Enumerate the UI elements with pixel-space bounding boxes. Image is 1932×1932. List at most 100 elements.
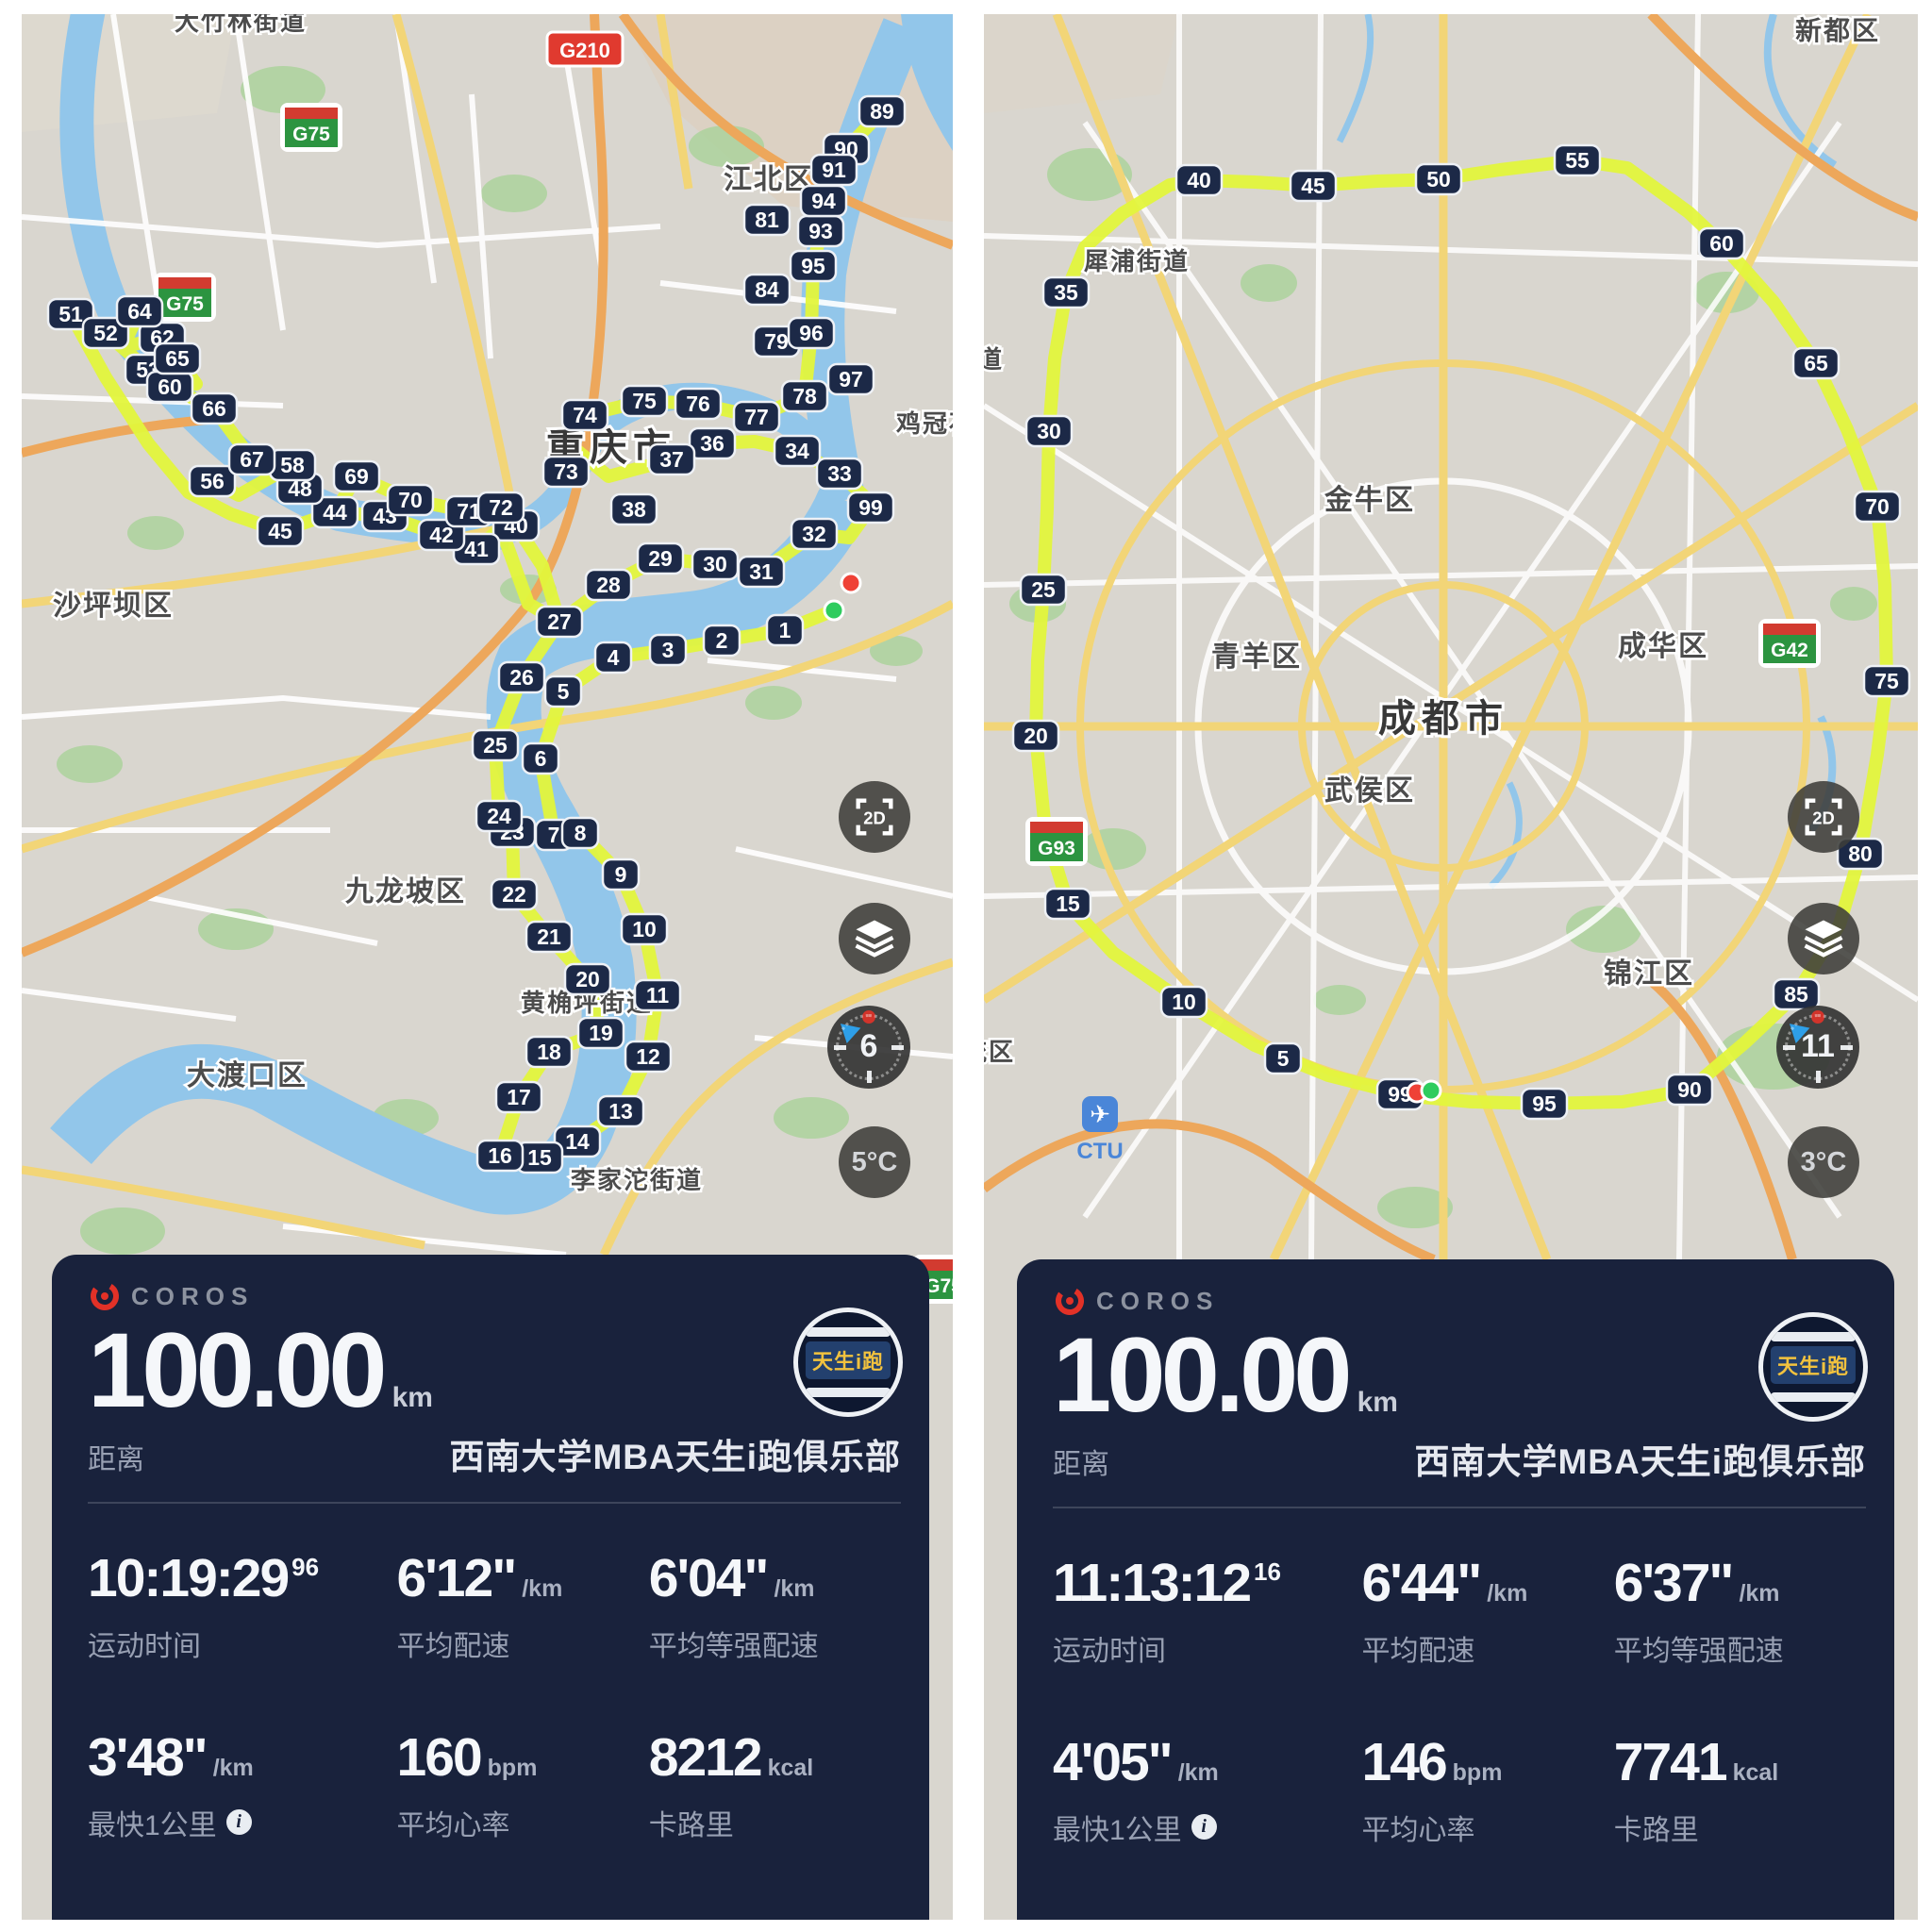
km-marker: 5	[1263, 1041, 1303, 1075]
coros-logo-icon	[91, 1281, 119, 1310]
svg-text:41: 41	[464, 537, 489, 561]
km-marker: 13	[596, 1094, 645, 1128]
left-map[interactable]: 大竹林街道江北区鸡冠石重庆市沙坪坝区九龙坡区黄桷坪街道大渡口区李家沱街道G75G…	[22, 14, 953, 1920]
compass-widget[interactable]: 11	[1776, 1006, 1859, 1089]
temperature-value: 3°C	[1800, 1146, 1847, 1177]
svg-text:12: 12	[636, 1044, 660, 1069]
start-dot	[1420, 1079, 1442, 1102]
svg-text:33: 33	[827, 461, 852, 486]
info-icon[interactable]: i	[225, 1809, 252, 1836]
svg-text:17: 17	[507, 1085, 531, 1109]
badge-text: 天生i跑	[805, 1341, 891, 1379]
park-areas	[57, 66, 923, 1255]
svg-text:G42: G42	[1771, 640, 1808, 661]
stat-value: 7741	[1613, 1731, 1728, 1792]
map-layers-button[interactable]	[1788, 903, 1859, 974]
svg-text:97: 97	[839, 367, 863, 391]
distance-value: 100.00	[88, 1311, 388, 1429]
svg-text:18: 18	[537, 1040, 561, 1064]
km-marker: 70	[386, 483, 435, 517]
svg-text:70: 70	[398, 488, 423, 512]
stat-fraction: 16	[1254, 1557, 1281, 1586]
stat-value: 146	[1361, 1731, 1448, 1792]
road-shield: G93	[1025, 817, 1088, 866]
stat-value: 8212	[648, 1726, 763, 1788]
km-marker: 81	[742, 203, 791, 237]
end-dot	[840, 572, 862, 594]
svg-text:9: 9	[615, 862, 627, 887]
compass-north-marker	[1811, 1010, 1824, 1024]
temperature-button[interactable]: 3°C	[1788, 1126, 1859, 1198]
svg-text:25: 25	[483, 733, 508, 758]
svg-text:1: 1	[779, 618, 791, 642]
map-2d-toggle-button[interactable]: 2D	[839, 781, 910, 853]
km-marker: 26	[497, 660, 546, 694]
svg-text:28: 28	[596, 573, 621, 597]
svg-text:25: 25	[1031, 577, 1056, 602]
stat-value: 6'04"	[648, 1547, 770, 1608]
compass-tick	[1816, 1071, 1821, 1083]
km-marker: 9	[601, 858, 641, 891]
info-icon[interactable]: i	[1191, 1814, 1217, 1840]
km-marker: 10	[1159, 985, 1208, 1019]
stat-value: 11:13:12	[1053, 1552, 1252, 1613]
svg-text:24: 24	[487, 804, 511, 828]
stat-cell: 3'48"/km 最快1公里 i	[88, 1726, 397, 1843]
stat-unit: /km	[1739, 1579, 1780, 1607]
map-label: 大竹林街道	[175, 14, 307, 36]
map-label: 沙坪坝区	[53, 591, 174, 622]
svg-text:36: 36	[700, 431, 724, 456]
km-marker: 66	[190, 391, 239, 425]
svg-text:38: 38	[622, 497, 646, 522]
map-label: 李家沱街道	[570, 1166, 703, 1194]
svg-text:45: 45	[268, 519, 292, 543]
km-marker: 6	[521, 741, 560, 775]
svg-text:21: 21	[537, 924, 561, 949]
svg-text:95: 95	[801, 254, 825, 278]
km-marker: 2	[702, 624, 741, 658]
map-label: 成都市	[1378, 698, 1508, 740]
stat-cell: 10:19:29 96 运动时间	[88, 1547, 397, 1664]
compass-heading: 11	[1801, 1028, 1835, 1064]
badge-text: 天生i跑	[1770, 1346, 1857, 1384]
highways	[984, 14, 1918, 1264]
km-marker: 64	[115, 294, 164, 328]
roads-major	[984, 14, 1918, 1261]
stat-value: 6'37"	[1613, 1552, 1735, 1613]
temperature-button[interactable]: 5°C	[839, 1126, 910, 1198]
stat-label: 最快1公里	[1053, 1814, 1182, 1846]
svg-text:80: 80	[1848, 841, 1873, 866]
svg-text:70: 70	[1865, 494, 1890, 519]
km-marker: 29	[636, 541, 685, 575]
svg-text:56: 56	[200, 469, 225, 493]
km-marker: 35	[1041, 275, 1091, 309]
svg-text:16: 16	[488, 1143, 512, 1168]
map-2d-toggle-button[interactable]: 2D	[1788, 781, 1859, 853]
svg-text:93: 93	[808, 219, 833, 243]
map-label: 江北区	[724, 164, 814, 195]
km-marker: 36	[688, 426, 737, 460]
svg-text:13: 13	[608, 1099, 633, 1124]
compass-widget[interactable]: 6	[827, 1006, 910, 1089]
distance-label: 距离	[1053, 1448, 1109, 1480]
svg-text:75: 75	[1874, 669, 1899, 693]
svg-text:50: 50	[1426, 167, 1451, 192]
map-label: 道	[984, 345, 1004, 374]
badge-stripe	[1771, 1392, 1856, 1402]
club-badge-avatar: 天生i跑	[793, 1307, 903, 1417]
svg-text:30: 30	[703, 552, 727, 576]
stat-value: 160	[396, 1726, 483, 1788]
svg-text:8: 8	[575, 821, 587, 845]
km-marker: 58	[268, 448, 317, 482]
map-layers-button[interactable]	[839, 903, 910, 974]
km-marker: 45	[256, 514, 305, 548]
map-label: 武侯区	[1324, 775, 1415, 807]
2d-frame-icon: 2D	[856, 798, 893, 836]
distance-row: 100.00 km	[88, 1315, 901, 1426]
km-marker: 75	[1862, 664, 1911, 698]
svg-text:58: 58	[280, 453, 305, 477]
km-marker: 73	[541, 455, 591, 489]
distance-unit: km	[391, 1382, 433, 1413]
km-marker: 31	[737, 555, 786, 589]
